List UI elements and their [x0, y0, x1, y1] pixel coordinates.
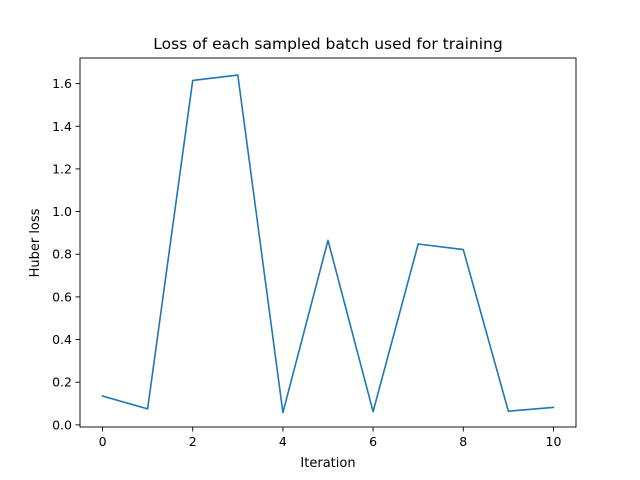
x-tick-label: 10	[546, 434, 562, 449]
y-tick-label: 1.2	[52, 161, 72, 176]
y-tick-label: 0.6	[52, 289, 72, 304]
x-tick-label: 4	[279, 434, 287, 449]
x-tick-label: 2	[189, 434, 197, 449]
series-line	[101, 74, 555, 414]
y-tick-label: 1.4	[52, 119, 72, 134]
x-axis-label: Iteration	[300, 456, 355, 471]
x-tick-label: 6	[369, 434, 377, 449]
chart-title: Loss of each sampled batch used for trai…	[153, 35, 502, 53]
x-tick-label: 0	[99, 434, 107, 449]
y-tick-label: 0.4	[52, 332, 72, 347]
x-tick-label: 8	[459, 434, 467, 449]
axes-frame	[79, 57, 577, 428]
y-tick-label: 1.0	[52, 204, 72, 219]
y-tick-label: 0.2	[52, 375, 72, 390]
y-axis-label: Huber loss	[28, 208, 43, 277]
y-tick-label: 0.8	[52, 247, 72, 262]
plot-area: 0 2 4 6 8 10 0.0 0.2 0.4 0.6 0.8 1.0 1.2 1.4 1.6	[52, 57, 577, 449]
y-tick-label: 1.6	[52, 76, 72, 91]
y-tick-label: 0.0	[52, 417, 72, 432]
